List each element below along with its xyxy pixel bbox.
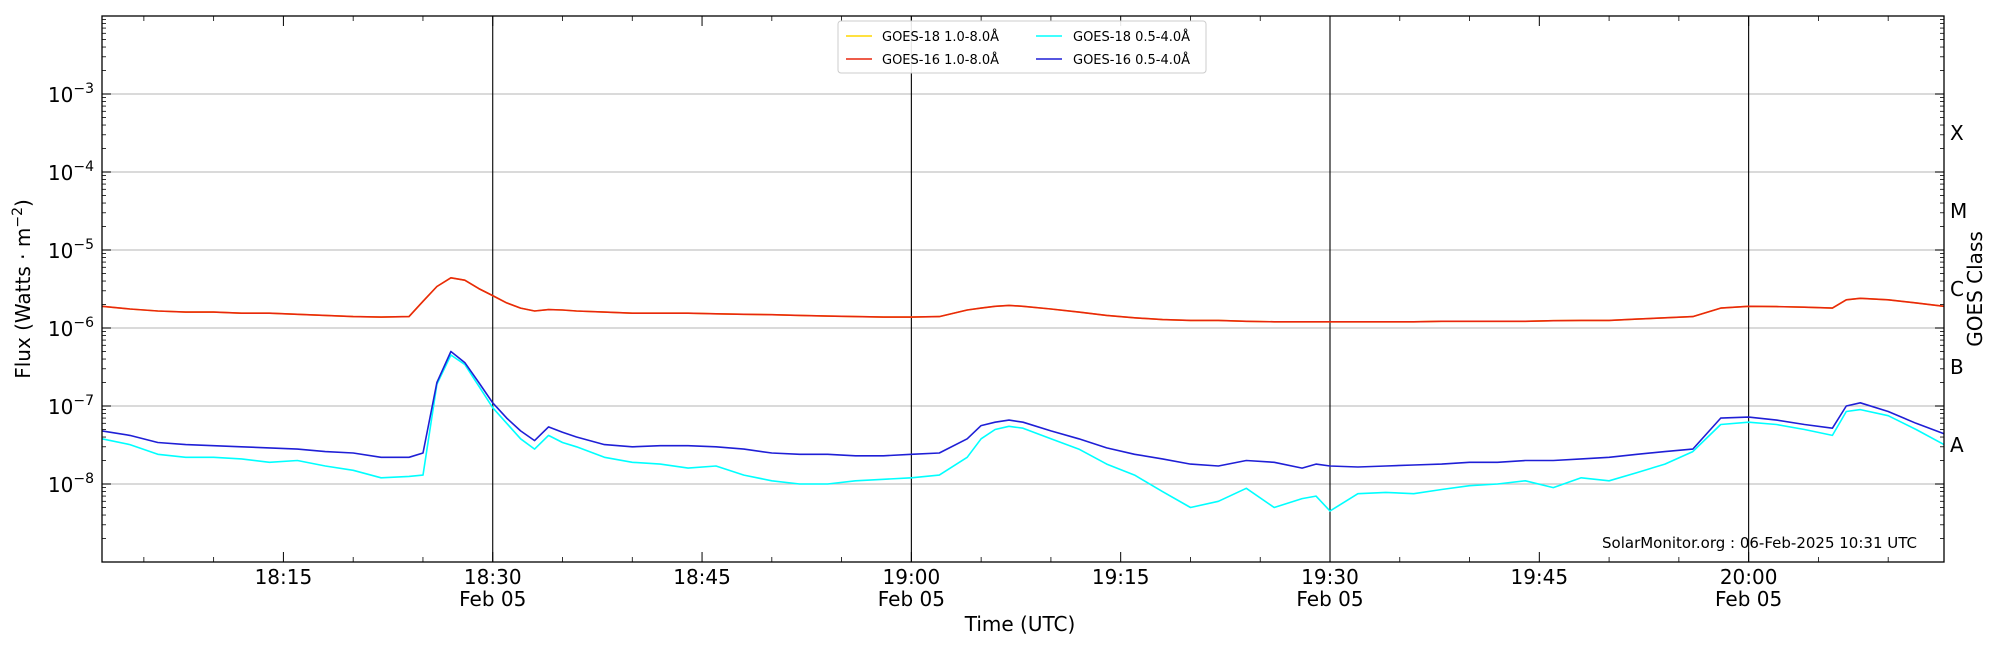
grid-lines — [102, 93, 1944, 485]
x-tick-label: 19:00 — [883, 565, 941, 589]
legend-box — [837, 20, 1207, 74]
x-tick-sublabel: Feb 05 — [1715, 587, 1782, 611]
x-tick-label: 18:45 — [673, 565, 731, 589]
data-series — [101, 276, 1945, 512]
legend-label-goes18-long: GOES-18 1.0-8.0Å — [882, 29, 999, 45]
legend-label-goes16-long: GOES-16 1.0-8.0Å — [882, 52, 999, 68]
y-tick-labels: 10−8 10−7 10−6 10−5 10−4 10−3 — [48, 81, 94, 497]
x-tick-label: 19:30 — [1301, 565, 1359, 589]
series-line-2 — [101, 354, 1945, 512]
plot-frame — [101, 15, 1945, 563]
y-tick-label: 10−7 — [48, 393, 94, 419]
goes-class-label: M — [1950, 199, 1967, 223]
right-axis-title: GOES Class — [1963, 231, 1987, 347]
x-tick-label: 18:15 — [255, 565, 313, 589]
legend-label-goes16-short: GOES-16 0.5-4.0Å — [1073, 52, 1190, 68]
legend: GOES-18 1.0-8.0Å GOES-16 1.0-8.0Å GOES-1… — [837, 20, 1207, 74]
x-tick-label: 19:45 — [1510, 565, 1568, 589]
y-tick-label: 10−8 — [48, 471, 94, 497]
axis-ticks — [102, 15, 1944, 563]
legend-label-goes18-short: GOES-18 0.5-4.0Å — [1073, 29, 1190, 45]
goes-class-label: X — [1950, 121, 1964, 145]
y-tick-label: 10−3 — [48, 81, 94, 107]
x-tick-sublabel: Feb 05 — [1296, 587, 1363, 611]
y-tick-label: 10−6 — [48, 315, 94, 341]
goes-class-labels: A B C M X — [1950, 121, 1967, 457]
goes-class-label: C — [1950, 277, 1964, 301]
series-line-1 — [101, 276, 1945, 323]
goes-class-label: B — [1950, 355, 1964, 379]
x-tick-label: 19:15 — [1092, 565, 1150, 589]
x-axis-title: Time (UTC) — [964, 612, 1076, 636]
x-tick-label: 18:30 — [464, 565, 522, 589]
credit-text: SolarMonitor.org : 06-Feb-2025 10:31 UTC — [1602, 534, 1917, 552]
x-tick-sublabel: Feb 05 — [878, 587, 945, 611]
vertical-time-markers — [492, 16, 1750, 562]
series-line-3 — [101, 350, 1945, 469]
y-axis-title: Flux (Watts · m−2) — [10, 199, 35, 379]
x-tick-label: 20:00 — [1720, 565, 1778, 589]
y-tick-label: 10−5 — [48, 237, 94, 263]
x-tick-sublabel: Feb 05 — [459, 587, 526, 611]
y-tick-label: 10−4 — [48, 159, 94, 185]
goes-class-label: A — [1950, 433, 1964, 457]
